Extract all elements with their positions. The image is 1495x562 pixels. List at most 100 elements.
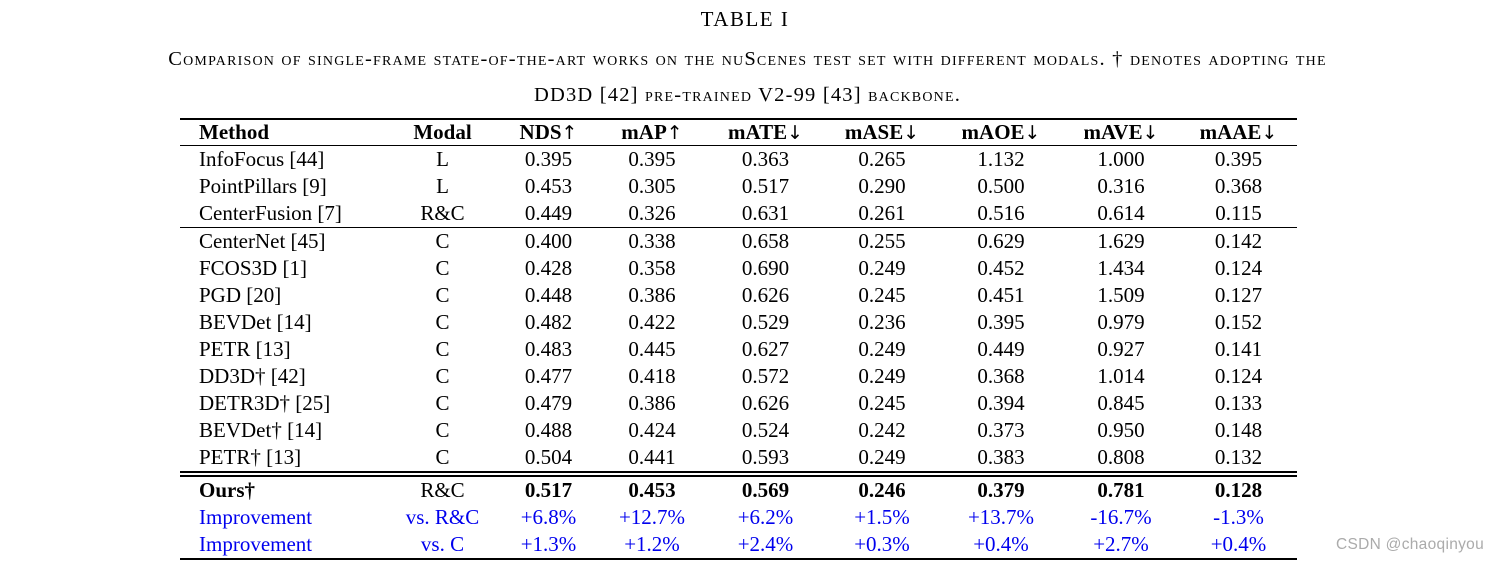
table-row: Ours† R&C 0.517 0.453 0.569 0.246 0.379 0.781 0.…	[180, 474, 1297, 504]
cell-value: 0.363	[741, 147, 790, 171]
cell-value: 0.338	[628, 229, 676, 253]
cell-value: 0.133	[1214, 391, 1263, 415]
cell-value: 0.500	[977, 174, 1025, 198]
cell-modal: L	[436, 147, 449, 171]
header-row: Method Modal NDS↑ mAP↑ mATE↓ mASE↓ mAOE↓ mAVE↓ m…	[180, 119, 1297, 146]
cell-value: 0.249	[858, 337, 906, 361]
cell-value: 0.124	[1214, 364, 1263, 388]
cell-value: 0.316	[1097, 174, 1145, 198]
cell-method: BEVDet† [14]	[199, 418, 323, 442]
cell-value: 0.290	[858, 174, 906, 198]
cell-value: 0.386	[628, 391, 676, 415]
table-row: PETR [13] C 0.483 0.445 0.627 0.249 0.449 0.927…	[180, 336, 1297, 363]
cell-value: 0.394	[977, 391, 1025, 415]
cell-value: 0.626	[741, 391, 790, 415]
down-arrow-icon: ↓	[1024, 122, 1041, 144]
cell-value: 0.529	[741, 310, 790, 334]
table-caption: Comparison of single-frame state-of-the-…	[0, 41, 1495, 113]
cell-modal: R&C	[420, 201, 465, 225]
cell-value: 0.249	[858, 445, 906, 469]
cell-value: +0.3%	[854, 532, 910, 556]
cell-value: 1.014	[1097, 364, 1145, 388]
cell-value: 0.572	[741, 364, 790, 388]
col-header-mate: mATE↓	[727, 120, 804, 144]
col-header-mave: mAVE↓	[1083, 120, 1159, 144]
cell-method: DD3D† [42]	[199, 364, 306, 388]
watermark: CSDN @chaoqinyou	[1335, 536, 1484, 553]
cell-value: 0.383	[977, 445, 1025, 469]
cell-value: 0.781	[1097, 478, 1145, 502]
cell-method: PGD [20]	[199, 283, 282, 307]
cell-modal: C	[435, 391, 450, 415]
cell-value: +2.4%	[737, 532, 794, 556]
table-row: DD3D† [42] C 0.477 0.418 0.572 0.249 0.368 1.01…	[180, 363, 1297, 390]
cell-value: 0.658	[741, 229, 790, 253]
cell-value: 0.152	[1214, 310, 1263, 334]
cell-value: 0.477	[524, 364, 573, 388]
cell-value: 0.524	[741, 418, 790, 442]
cell-modal: C	[435, 445, 450, 469]
cell-value: 0.326	[628, 201, 676, 225]
cell-value: +6.2%	[737, 505, 794, 529]
cell-value: 0.400	[524, 229, 573, 253]
results-table: Method Modal NDS↑ mAP↑ mATE↓ mASE↓ mAOE↓ mAVE↓ m…	[180, 118, 1297, 560]
cell-method: PETR† [13]	[199, 445, 302, 469]
cell-value: 0.395	[628, 147, 676, 171]
cell-value: 0.373	[977, 418, 1025, 442]
cell-value: 1.132	[977, 147, 1025, 171]
cell-value: 0.368	[977, 364, 1025, 388]
cell-value: +2.7%	[1093, 532, 1149, 556]
table-row: DETR3D† [25] C 0.479 0.386 0.626 0.245 0.394 0.…	[180, 390, 1297, 417]
cell-method: DETR3D† [25]	[199, 391, 331, 415]
cell-value: 0.395	[1214, 147, 1263, 171]
cell-value: 0.141	[1214, 337, 1263, 361]
col-header-method: Method	[199, 120, 269, 144]
down-arrow-icon: ↓	[903, 122, 920, 144]
cell-value: 0.422	[628, 310, 676, 334]
cell-value: 0.451	[977, 283, 1025, 307]
cell-modal: C	[435, 310, 450, 334]
cell-value: 0.629	[977, 229, 1025, 253]
cell-method: FCOS3D [1]	[199, 256, 307, 280]
cell-value: 0.395	[977, 310, 1025, 334]
col-header-maae: mAAE↓	[1199, 120, 1278, 144]
cell-value: 0.614	[1097, 201, 1145, 225]
table-row: FCOS3D [1] C 0.428 0.358 0.690 0.249 0.452 1.43…	[180, 255, 1297, 282]
cell-value: 0.246	[858, 478, 906, 502]
cell-value: 0.305	[628, 174, 676, 198]
cell-value: 0.245	[858, 391, 906, 415]
table-row: Improvement vs. R&C +6.8% +12.7% +6.2% +1.5% +…	[180, 504, 1297, 531]
cell-value: 0.115	[1215, 201, 1262, 225]
cell-value: 0.453	[628, 478, 676, 502]
cell-value: 0.449	[977, 337, 1025, 361]
cell-value: 0.368	[1214, 174, 1263, 198]
cell-value: 0.979	[1097, 310, 1145, 334]
col-header-maoe: mAOE↓	[961, 120, 1041, 144]
cell-modal: vs. C	[420, 532, 465, 556]
cell-value: 0.379	[977, 478, 1025, 502]
cell-method: CenterNet [45]	[199, 229, 326, 253]
cell-value: 0.441	[628, 445, 676, 469]
cell-modal: C	[435, 229, 450, 253]
down-arrow-icon: ↓	[787, 122, 804, 144]
table-row: Improvement vs. C +1.3% +1.2% +2.4% +0.3% +0.4…	[180, 531, 1297, 559]
cell-modal: C	[435, 337, 450, 361]
cell-value: 0.517	[524, 478, 573, 502]
cell-value: 0.132	[1214, 445, 1263, 469]
table-row: PETR† [13] C 0.504 0.441 0.593 0.249 0.383 0.80…	[180, 444, 1297, 474]
table-row: CenterNet [45] C 0.400 0.338 0.658 0.255 0.629…	[180, 227, 1297, 256]
cell-value: 0.124	[1214, 256, 1263, 280]
cell-modal: C	[435, 283, 450, 307]
cell-value: 0.242	[858, 418, 906, 442]
up-arrow-icon: ↑	[666, 122, 683, 144]
up-arrow-icon: ↑	[561, 122, 578, 144]
cell-value: 0.488	[524, 418, 573, 442]
cell-value: 0.448	[524, 283, 573, 307]
cell-value: 0.479	[524, 391, 573, 415]
cell-value: 0.845	[1097, 391, 1145, 415]
cell-method: PointPillars [9]	[199, 174, 327, 198]
cell-value: -16.7%	[1090, 505, 1152, 529]
caption-line-1: Comparison of single-frame state-of-the-…	[168, 48, 1327, 70]
cell-value: 0.236	[858, 310, 906, 334]
